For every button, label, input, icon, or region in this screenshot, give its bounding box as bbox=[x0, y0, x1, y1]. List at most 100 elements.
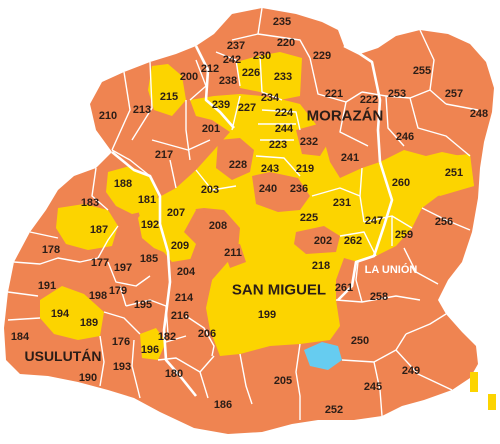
municipality-label: 239 bbox=[212, 99, 230, 111]
municipality-label: 214 bbox=[175, 292, 194, 304]
region-208 bbox=[196, 210, 238, 252]
municipality-label: 197 bbox=[114, 262, 132, 274]
region-194-189 bbox=[40, 286, 104, 340]
municipality-label: 191 bbox=[38, 280, 56, 292]
region-228 bbox=[216, 138, 254, 180]
municipality-label: 211 bbox=[224, 247, 242, 259]
municipality-label: 178 bbox=[42, 244, 60, 256]
municipality-label: 230 bbox=[253, 50, 271, 62]
municipality-label: 240 bbox=[259, 183, 277, 195]
region-187-183 bbox=[56, 204, 118, 250]
region-209 bbox=[162, 232, 196, 262]
municipality-label: 235 bbox=[273, 16, 291, 28]
region-202 bbox=[294, 226, 340, 254]
municipality-label: 192 bbox=[141, 219, 159, 231]
municipality-label: 181 bbox=[138, 194, 156, 206]
municipality-label: 198 bbox=[89, 290, 107, 302]
municipality-label: 259 bbox=[395, 229, 413, 241]
municipality-label: 177 bbox=[91, 257, 109, 269]
municipality-label: 182 bbox=[158, 331, 176, 343]
municipality-label: 242 bbox=[223, 54, 241, 66]
municipality-label: 249 bbox=[402, 365, 420, 377]
municipality-label: 215 bbox=[160, 91, 178, 103]
region-251 bbox=[426, 154, 474, 196]
municipality-label: 237 bbox=[227, 40, 245, 52]
municipality-label: 258 bbox=[370, 291, 388, 303]
region-211 bbox=[222, 244, 246, 268]
municipality-label: 202 bbox=[314, 235, 332, 247]
coast-bay-west bbox=[4, 378, 140, 420]
municipality-label: 233 bbox=[274, 71, 292, 83]
municipality-label: 190 bbox=[79, 372, 97, 384]
municipality-label: 236 bbox=[290, 183, 308, 195]
region-188-181 bbox=[106, 166, 158, 214]
coast-bay-east bbox=[424, 352, 500, 444]
municipality-label: 232 bbox=[300, 136, 318, 148]
municipality-label: 199 bbox=[258, 309, 276, 321]
municipality-label: 227 bbox=[238, 102, 256, 114]
municipality-label: 216 bbox=[171, 310, 189, 322]
municipality-label: 195 bbox=[134, 299, 152, 311]
municipality-label: 203 bbox=[201, 184, 219, 196]
municipality-label: 253 bbox=[388, 88, 406, 100]
municipality-label: 257 bbox=[445, 88, 463, 100]
municipality-label: 180 bbox=[165, 368, 183, 380]
department-borders bbox=[111, 44, 394, 397]
municipality-label: 217 bbox=[155, 149, 173, 161]
municipality-label: 188 bbox=[114, 178, 132, 190]
municipality-label: 194 bbox=[51, 308, 70, 320]
municipality-label: 200 bbox=[180, 71, 198, 83]
region-192-207 bbox=[138, 194, 196, 240]
region-232 bbox=[296, 124, 330, 156]
municipality-label: 262 bbox=[344, 235, 362, 247]
municipality-label: 247 bbox=[365, 215, 383, 227]
municipality-label: 224 bbox=[275, 107, 294, 119]
municipality-label: 260 bbox=[392, 177, 410, 189]
municipality-label: 226 bbox=[242, 67, 260, 79]
municipality-label: 212 bbox=[201, 63, 219, 75]
municipality-label: 184 bbox=[11, 331, 30, 343]
municipal-borders bbox=[7, 7, 479, 420]
municipality-label: 183 bbox=[81, 197, 99, 209]
municipality-label: 193 bbox=[113, 361, 131, 373]
region-218 bbox=[306, 250, 338, 282]
department-label-morazan: MORAZÁN bbox=[307, 108, 384, 125]
municipality-label: 223 bbox=[269, 139, 287, 151]
municipality-label: 255 bbox=[413, 65, 431, 77]
municipality-label: 244 bbox=[275, 123, 294, 135]
region-island-2 bbox=[488, 394, 496, 410]
municipality-label: 250 bbox=[351, 335, 369, 347]
region-226-233 bbox=[236, 52, 302, 100]
lake-olomega bbox=[304, 342, 342, 370]
municipality-label: 176 bbox=[112, 336, 130, 348]
municipality-label: 229 bbox=[313, 50, 331, 62]
region-island bbox=[470, 372, 478, 392]
municipality-label: 222 bbox=[360, 94, 378, 106]
municipality-label: 186 bbox=[214, 399, 232, 411]
municipality-label: 221 bbox=[325, 88, 343, 100]
municipality-label: 204 bbox=[177, 266, 196, 278]
region-204-214 bbox=[166, 258, 212, 316]
municipality-labels: 235 237 220 242 230 229 212 226 233 200 … bbox=[11, 16, 488, 416]
region-240-236 bbox=[252, 172, 310, 212]
municipality-label: 179 bbox=[109, 285, 127, 297]
municipality-label: 246 bbox=[396, 131, 414, 143]
department-label-san-miguel: SAN MIGUEL bbox=[232, 282, 326, 299]
municipality-label: 208 bbox=[209, 220, 227, 232]
municipality-label: 245 bbox=[364, 381, 382, 393]
municipality-label: 207 bbox=[167, 207, 185, 219]
municipality-label: 234 bbox=[261, 92, 280, 104]
municipality-label: 251 bbox=[445, 167, 463, 179]
municipality-label: 220 bbox=[277, 37, 295, 49]
municipality-label: 238 bbox=[219, 75, 237, 87]
municipality-label: 261 bbox=[335, 282, 353, 294]
municipality-label: 248 bbox=[470, 108, 488, 120]
municipality-label: 219 bbox=[296, 163, 314, 175]
municipality-label: 187 bbox=[90, 224, 108, 236]
region-196 bbox=[140, 328, 166, 360]
municipality-label: 256 bbox=[435, 216, 453, 228]
department-label-usulutan: USULUTÁN bbox=[25, 348, 102, 364]
municipality-label: 205 bbox=[274, 375, 292, 387]
municipality-label: 189 bbox=[80, 317, 98, 329]
